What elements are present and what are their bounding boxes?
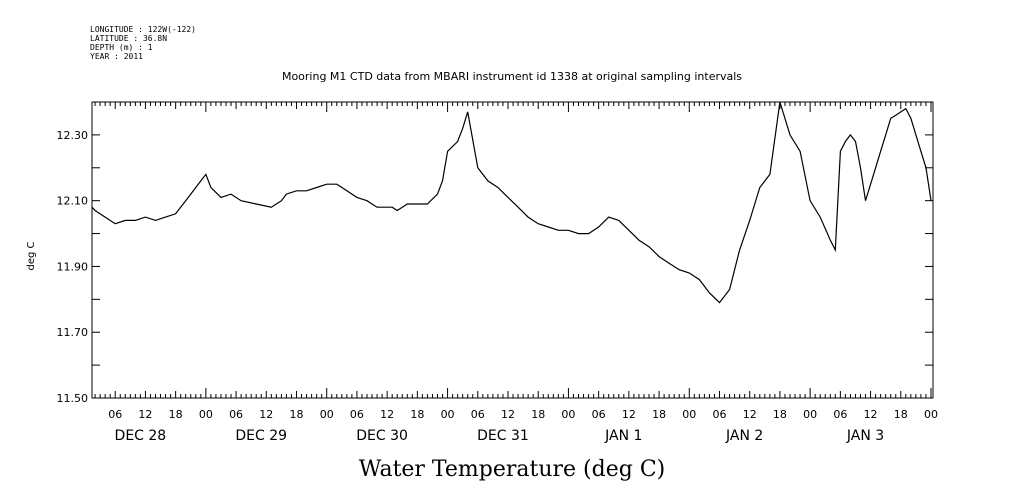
- x-day-label: JAN 2: [725, 428, 763, 444]
- x-hour-label: 12: [622, 408, 636, 421]
- depth-label: DEPTH (m) : 1: [90, 43, 153, 52]
- x-hour-label: 12: [743, 408, 757, 421]
- x-day-label: DEC 31: [477, 428, 529, 444]
- x-hour-label: 18: [169, 408, 183, 421]
- x-hour-label: 18: [410, 408, 424, 421]
- x-hour-label: 06: [713, 408, 727, 421]
- x-hour-label: 00: [561, 408, 575, 421]
- plot-frame: [91, 101, 934, 399]
- x-hour-label: 06: [108, 408, 122, 421]
- x-day-label: JAN 3: [846, 428, 884, 444]
- x-day-label: JAN 1: [604, 428, 642, 444]
- x-hour-label: 00: [682, 408, 696, 421]
- x-hour-label: 12: [380, 408, 394, 421]
- x-hour-label: 00: [441, 408, 455, 421]
- x-day-label: DEC 29: [235, 428, 287, 444]
- x-hour-label: 18: [652, 408, 666, 421]
- x-hour-label: 12: [138, 408, 152, 421]
- x-hour-label: 06: [350, 408, 364, 421]
- x-hour-label: 06: [833, 408, 847, 421]
- plot-area: [91, 101, 932, 304]
- x-hour-label: 18: [894, 408, 908, 421]
- y-tick-label: 12.30: [57, 129, 89, 142]
- x-hour-label: 06: [592, 408, 606, 421]
- x-hour-label: 00: [924, 408, 938, 421]
- year-label: YEAR : 2011: [90, 52, 143, 61]
- chart-title: Mooring M1 CTD data from MBARI instrumen…: [282, 70, 742, 83]
- y-tick-label: 11.70: [57, 326, 89, 339]
- x-day-label: DEC 30: [356, 428, 408, 444]
- x-hour-label: 00: [320, 408, 334, 421]
- x-hour-label: 12: [501, 408, 515, 421]
- temperature-series-line: [91, 101, 932, 304]
- latitude-label: LATITUDE : 36.8N: [90, 34, 167, 43]
- x-hour-label: 12: [259, 408, 273, 421]
- x-hour-label: 18: [290, 408, 304, 421]
- y-axis-label: deg C: [26, 241, 37, 270]
- x-hour-label: 00: [199, 408, 213, 421]
- longitude-label: LONGITUDE : 122W(-122): [90, 25, 196, 34]
- x-hour-label: 18: [773, 408, 787, 421]
- y-tick-label: 11.50: [57, 392, 89, 405]
- axes: 11.50 11.70 11.90 12.10 12.30 06 12 18 00 06 12 18 0…: [57, 101, 938, 444]
- x-hour-label: 12: [864, 408, 878, 421]
- x-hour-label: 18: [531, 408, 545, 421]
- y-tick-label: 11.90: [57, 260, 89, 273]
- x-day-label: DEC 28: [115, 428, 167, 444]
- x-axis-label: Water Temperature (deg C): [359, 457, 666, 482]
- y-tick-label: 12.10: [57, 195, 89, 208]
- x-hour-label: 06: [471, 408, 485, 421]
- x-hour-label: 06: [229, 408, 243, 421]
- x-hour-label: 00: [803, 408, 817, 421]
